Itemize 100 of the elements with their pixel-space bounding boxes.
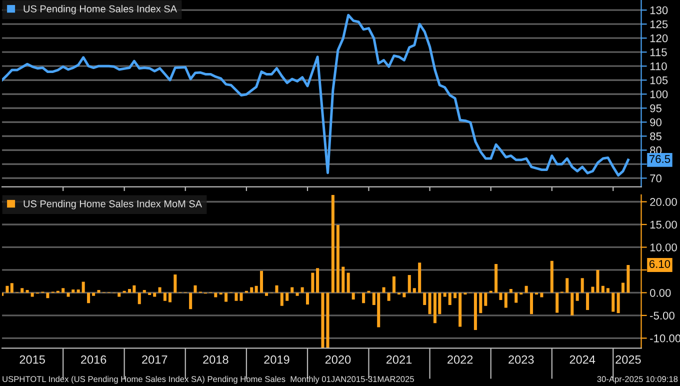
bar xyxy=(591,286,594,293)
legend-label: US Pending Home Sales Index SA xyxy=(24,5,177,14)
x-tick-label: 2020 xyxy=(325,355,351,364)
y-tick-label: 110 xyxy=(650,62,667,70)
bar xyxy=(392,276,396,293)
bar xyxy=(6,286,9,293)
bar xyxy=(311,272,314,293)
bar xyxy=(76,290,80,293)
bar xyxy=(601,286,604,293)
bar xyxy=(168,292,172,302)
bar xyxy=(260,270,264,293)
bar xyxy=(530,292,534,314)
bar xyxy=(514,292,518,303)
bar xyxy=(26,290,29,293)
x-tick-label: 2024 xyxy=(570,355,596,364)
x-tick-label: 2021 xyxy=(386,355,412,364)
bar xyxy=(540,292,544,298)
bar xyxy=(412,288,416,293)
bar xyxy=(596,270,600,293)
y-tick-label: -5.00 xyxy=(650,312,674,320)
bar xyxy=(174,274,177,293)
bar xyxy=(189,292,192,310)
bar xyxy=(576,292,579,301)
bar xyxy=(316,268,320,293)
bar xyxy=(10,283,14,293)
bar xyxy=(454,292,457,298)
bar xyxy=(402,292,406,298)
bar xyxy=(306,292,310,305)
bar xyxy=(428,292,432,314)
bar xyxy=(62,288,65,293)
bar xyxy=(46,292,50,298)
bar xyxy=(474,292,477,330)
x-tick-label: 2023 xyxy=(508,355,534,364)
bar xyxy=(163,292,166,301)
y-tick-label: 105 xyxy=(650,76,668,84)
bar xyxy=(118,292,121,297)
bar xyxy=(509,289,512,293)
x-tick-label: 2015 xyxy=(20,355,45,364)
bar xyxy=(362,292,366,304)
bar xyxy=(280,292,284,306)
bar xyxy=(580,278,584,293)
bar xyxy=(97,290,100,293)
x-tick-label: 2025 xyxy=(616,355,641,364)
bar xyxy=(87,292,90,304)
bar xyxy=(336,224,340,293)
bar xyxy=(138,292,141,304)
y-tick-label: 85 xyxy=(650,132,662,140)
bar xyxy=(418,262,422,293)
bar xyxy=(326,292,330,348)
bar xyxy=(82,282,85,293)
y-tick-label: 130 xyxy=(650,6,668,14)
y-tick-label: 95 xyxy=(650,104,662,112)
bar xyxy=(30,292,34,297)
bar xyxy=(286,292,289,301)
bar xyxy=(275,285,278,293)
bar xyxy=(66,292,70,297)
bar xyxy=(300,287,304,293)
y-tick-label: 70 xyxy=(650,174,662,182)
bar xyxy=(265,292,268,296)
bar xyxy=(626,264,630,293)
bar xyxy=(342,266,345,293)
bar xyxy=(504,292,508,308)
bar xyxy=(321,292,324,348)
bar xyxy=(240,292,243,301)
bar xyxy=(92,292,96,296)
x-tick-label: 2016 xyxy=(81,355,106,364)
bar xyxy=(448,292,452,305)
bar xyxy=(20,288,24,293)
annotation: 6.10 xyxy=(649,260,670,268)
bar xyxy=(224,292,228,302)
bar xyxy=(494,264,498,293)
x-tick-label: 2018 xyxy=(203,355,228,364)
bar xyxy=(254,286,258,293)
line-series xyxy=(2,14,630,177)
y-tick-label: 100 xyxy=(650,90,668,98)
text: 30-Apr-2025 10:09:18 xyxy=(597,376,678,384)
bar xyxy=(458,292,462,327)
y-tick-label: 120 xyxy=(650,34,668,42)
bar xyxy=(606,288,610,293)
y-tick-label: 10.00 xyxy=(650,243,677,252)
bar xyxy=(128,289,132,293)
x-tick-label: 2019 xyxy=(264,355,290,364)
bar xyxy=(408,274,411,293)
annotation: 76.5 xyxy=(649,155,670,163)
bar xyxy=(550,260,554,293)
x-tick-label: 2017 xyxy=(142,355,168,364)
bar xyxy=(423,292,426,305)
bar xyxy=(142,290,146,293)
bar xyxy=(214,292,218,298)
bar xyxy=(153,292,156,297)
bar xyxy=(566,278,569,293)
bar xyxy=(234,292,238,301)
bar xyxy=(524,286,528,293)
bar xyxy=(296,292,299,296)
bar xyxy=(556,292,559,313)
bar xyxy=(484,292,488,306)
bar xyxy=(331,194,334,293)
bar xyxy=(250,287,254,293)
bar xyxy=(346,272,350,293)
bar xyxy=(72,290,75,293)
